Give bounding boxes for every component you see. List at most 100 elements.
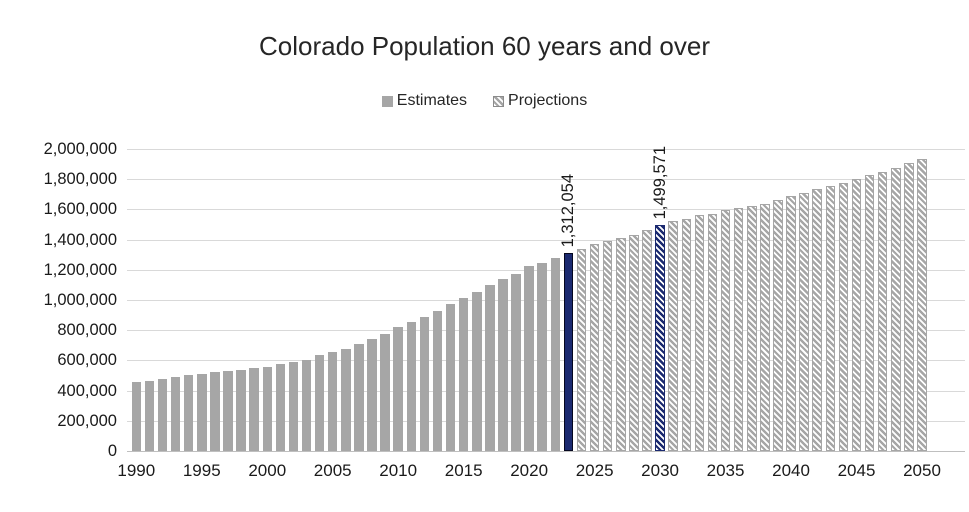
bar-1996 <box>210 372 220 451</box>
bar-1991 <box>144 380 155 451</box>
bar-2020 <box>524 266 534 451</box>
x-tick-2020: 2020 <box>510 461 549 480</box>
x-tick-2030: 2030 <box>641 461 680 480</box>
x-tick-2035: 2035 <box>706 461 745 480</box>
bar-2026 <box>602 241 613 451</box>
bar-2037 <box>747 206 757 451</box>
projections-swatch-icon <box>493 95 505 107</box>
x-tick-2050: 2050 <box>903 461 941 480</box>
y-tick-800000: 800,000 <box>57 321 117 340</box>
x-tick-1995: 1995 <box>182 461 221 480</box>
bar-2035 <box>720 210 731 451</box>
bar-2044 <box>838 182 849 451</box>
legend-projections-label: Projections <box>508 92 588 109</box>
x-tick-1990: 1990 <box>117 461 156 480</box>
bar-2025 <box>589 243 600 451</box>
bar-1998 <box>236 369 246 451</box>
bar-2006 <box>341 348 351 451</box>
bar-2033 <box>694 215 705 451</box>
bar-2027 <box>616 238 626 451</box>
bar-1999 <box>249 368 259 451</box>
y-tick-200000: 200,000 <box>57 411 117 430</box>
bar-2002 <box>288 361 299 451</box>
plot-area: 1,312,054 1,499,571 <box>127 146 965 452</box>
bar-2047 <box>877 171 888 451</box>
bar-2036 <box>733 208 744 451</box>
bar-2000 <box>262 367 272 451</box>
bar-2007 <box>354 344 364 451</box>
bar-2012 <box>419 316 430 451</box>
bar-2040 <box>786 195 796 451</box>
bar-2042 <box>812 189 822 451</box>
y-tick-2000000: 2,000,000 <box>43 140 117 158</box>
bar-2048 <box>891 168 901 451</box>
bar-2004 <box>314 355 325 451</box>
chart-title: Colorado Population 60 years and over <box>259 31 710 61</box>
x-tick-2040: 2040 <box>772 461 810 480</box>
bar-2022 <box>550 258 561 451</box>
y-tick-1400000: 1,400,000 <box>43 230 117 249</box>
chart-legend: Estimates Projections <box>0 92 969 110</box>
data-label-2023: 1,312,054 <box>559 174 578 248</box>
bar-1995 <box>197 373 207 451</box>
bar-2050 <box>917 158 927 451</box>
bar-2023 <box>563 252 574 451</box>
x-tick-2010: 2010 <box>379 461 418 480</box>
gridline <box>127 149 965 150</box>
x-tick-2045: 2045 <box>837 461 876 480</box>
x-tick-2005: 2005 <box>313 461 352 480</box>
x-tick-2015: 2015 <box>444 461 483 480</box>
bar-2043 <box>825 186 836 451</box>
bar-2038 <box>760 203 770 451</box>
bar-2005 <box>327 351 338 451</box>
bar-2034 <box>707 213 718 451</box>
bar-2003 <box>301 359 312 451</box>
bar-2030 <box>655 224 665 451</box>
x-tick-2025: 2025 <box>575 461 614 480</box>
bar-2019 <box>511 273 521 451</box>
gridline <box>127 179 965 181</box>
bar-1997 <box>223 370 233 451</box>
y-tick-1200000: 1,200,000 <box>43 260 117 279</box>
data-label-2030: 1,499,571 <box>651 146 670 220</box>
bar-2014 <box>445 303 456 451</box>
bar-2016 <box>472 292 482 451</box>
bar-2001 <box>275 363 286 451</box>
estimates-swatch-icon <box>381 95 393 107</box>
bar-1992 <box>157 378 168 451</box>
bar-2024 <box>576 248 587 451</box>
bar-2015 <box>458 297 469 451</box>
legend-estimates-label: Estimates <box>396 92 468 109</box>
bar-2031 <box>668 221 678 451</box>
bar-1990 <box>131 381 142 451</box>
bar-2046 <box>864 175 875 451</box>
bar-1993 <box>170 377 181 451</box>
bar-2041 <box>799 192 809 451</box>
y-tick-1800000: 1,800,000 <box>43 170 117 189</box>
bar-2009 <box>380 333 390 451</box>
x-tick-2000: 2000 <box>248 461 287 480</box>
legend-item-estimates: Estimates <box>381 92 468 110</box>
bar-2018 <box>498 279 508 451</box>
bar-1994 <box>183 375 194 451</box>
bar-2013 <box>432 310 443 451</box>
gridline <box>127 239 965 241</box>
bar-2021 <box>537 262 547 451</box>
bar-2029 <box>642 229 652 451</box>
x-axis-line <box>127 451 965 452</box>
bar-2011 <box>406 321 417 451</box>
y-tick-400000: 400,000 <box>57 381 117 400</box>
bar-2017 <box>485 285 495 451</box>
bar-2049 <box>904 162 914 451</box>
legend-item-projections: Projections <box>493 92 587 110</box>
bar-2008 <box>367 339 377 451</box>
y-tick-0: 0 <box>107 442 117 460</box>
bar-2032 <box>681 218 692 451</box>
y-tick-600000: 600,000 <box>57 351 117 370</box>
bar-2045 <box>851 178 862 451</box>
bar-2039 <box>773 200 783 451</box>
y-tick-1000000: 1,000,000 <box>43 291 117 309</box>
bar-2028 <box>629 234 639 451</box>
bar-2010 <box>393 326 403 451</box>
